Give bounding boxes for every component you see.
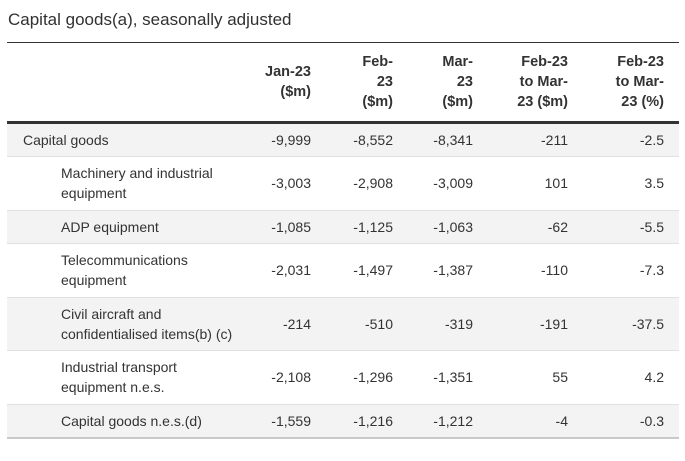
header-feb-23: Feb- 23 ($m) bbox=[326, 42, 408, 124]
header-feb-to-mar-percent: Feb-23 to Mar- 23 (%) bbox=[583, 42, 679, 124]
cell-value: -2,108 bbox=[271, 369, 311, 386]
table-body: Capital goods -9,999 -8,552 -8,341 -211 … bbox=[7, 122, 679, 439]
cell-value: -8,552 bbox=[353, 131, 393, 148]
header-feb-to-mar-dollars: Feb-23 to Mar- 23 ($m) bbox=[488, 42, 583, 124]
header-mar-23: Mar- 23 ($m) bbox=[408, 42, 488, 124]
cell-value: -8,341 bbox=[433, 131, 473, 148]
cell-value: -1,296 bbox=[353, 369, 393, 386]
row-label: Capital goods n.e.s.(d) bbox=[61, 412, 202, 429]
cell-value: -191 bbox=[539, 315, 568, 332]
row-label: Telecommunications equipment bbox=[61, 251, 188, 289]
cell-value: 55 bbox=[552, 369, 568, 386]
cell-value: -1,216 bbox=[353, 412, 393, 429]
row-label: Industrial transport equipment n.e.s. bbox=[61, 359, 177, 396]
page-title: Capital goods(a), seasonally adjusted bbox=[8, 10, 292, 29]
table-row: Machinery and industrial equipment -3,00… bbox=[7, 156, 679, 211]
row-label: Civil aircraft and confidentialised item… bbox=[61, 305, 233, 342]
cell-value: 4.2 bbox=[644, 369, 664, 386]
table-header-row: Jan-23 ($m) Feb- 23 ($m) Mar- 23 ($m) Fe… bbox=[7, 42, 679, 124]
cell-value: -1,497 bbox=[353, 262, 393, 279]
cell-value: -211 bbox=[541, 131, 568, 148]
table-row: Industrial transport equipment n.e.s. -2… bbox=[7, 350, 679, 405]
cell-value: -0.3 bbox=[639, 412, 664, 429]
row-label: Capital goods bbox=[23, 131, 109, 148]
row-label: Machinery and industrial equipment bbox=[61, 165, 213, 202]
cell-value: -4 bbox=[555, 412, 568, 429]
table-row: Civil aircraft and confidentialised item… bbox=[7, 297, 679, 351]
cell-value: -9,999 bbox=[271, 131, 311, 148]
cell-value: -510 bbox=[364, 315, 393, 332]
capital-goods-table: Jan-23 ($m) Feb- 23 ($m) Mar- 23 ($m) Fe… bbox=[7, 41, 679, 440]
table-row: Telecommunications equipment -2,031 -1,4… bbox=[7, 243, 679, 297]
cell-value: -2,908 bbox=[353, 175, 393, 192]
cell-value: -62 bbox=[547, 218, 568, 235]
page-container: Capital goods(a), seasonally adjusted Ja… bbox=[7, 10, 679, 440]
cell-value: -1,125 bbox=[353, 218, 393, 235]
cell-value: -5.5 bbox=[639, 218, 664, 235]
cell-value: -1,063 bbox=[433, 218, 473, 235]
header-jan-23: Jan-23 ($m) bbox=[244, 42, 326, 124]
cell-value: -1,559 bbox=[271, 412, 311, 429]
header-corner-cell bbox=[7, 42, 244, 124]
cell-value: -1,351 bbox=[433, 369, 473, 386]
table-row: Capital goods n.e.s.(d) -1,559 -1,216 -1… bbox=[7, 404, 679, 439]
cell-value: -37.5 bbox=[632, 315, 664, 332]
cell-value: -1,085 bbox=[271, 218, 311, 235]
cell-value: 101 bbox=[544, 175, 568, 192]
cell-value: -2.5 bbox=[639, 131, 664, 148]
table-row: ADP equipment -1,085 -1,125 -1,063 -62 -… bbox=[7, 210, 679, 244]
cell-value: -1,212 bbox=[433, 412, 473, 429]
cell-value: -7.3 bbox=[639, 262, 664, 279]
table-row: Capital goods -9,999 -8,552 -8,341 -211 … bbox=[7, 122, 679, 157]
cell-value: -110 bbox=[541, 262, 568, 279]
cell-value: -3,009 bbox=[433, 175, 473, 192]
row-label: ADP equipment bbox=[61, 218, 159, 235]
cell-value: -319 bbox=[444, 315, 473, 332]
cell-value: -1,387 bbox=[433, 262, 473, 279]
cell-value: -214 bbox=[282, 315, 311, 332]
cell-value: -3,003 bbox=[271, 175, 311, 192]
cell-value: 3.5 bbox=[644, 175, 664, 192]
cell-value: -2,031 bbox=[271, 262, 311, 279]
